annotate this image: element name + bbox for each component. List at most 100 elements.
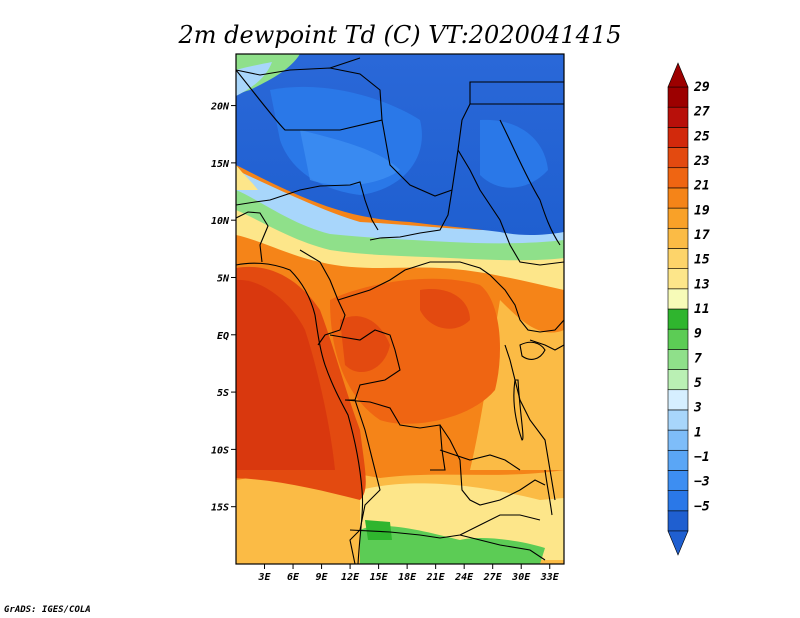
field-central-dark-2 [420, 289, 470, 329]
colorbar-segment [667, 288, 689, 310]
lon-tick-label: 33E [540, 572, 560, 583]
lat-tick-label: 10N [211, 216, 230, 227]
lon-tick-label: 6E [287, 572, 300, 583]
colorbar-label: 3 [693, 401, 702, 416]
colorbar-label: 27 [693, 105, 710, 120]
lat-tick-label: EQ [217, 331, 229, 342]
lat-tick-label: 5N [217, 273, 230, 284]
colorbar-segment [667, 349, 689, 370]
boundary-sahel-2 [369, 189, 453, 241]
field-central-dark [340, 316, 390, 373]
colorbar-label: 13 [694, 277, 710, 292]
colorbar-segment [667, 429, 689, 451]
field-nw-coast-yellow [236, 165, 258, 190]
colorbar-segment [667, 369, 689, 391]
lat-tick-label: 5S [217, 388, 229, 399]
colorbar-label: 15 [694, 253, 710, 268]
colorbar-segment [667, 389, 689, 411]
lake-malawi [544, 469, 553, 516]
colorbar-label: 19 [694, 203, 710, 218]
lon-tick-label: 30E [511, 572, 531, 583]
colorbar-label: −5 [694, 499, 710, 514]
colorbar-label: −1 [694, 450, 710, 465]
boundary-algeria-libya [236, 67, 564, 197]
colorbar-label: 23 [693, 154, 710, 169]
colorbar-segment [667, 510, 689, 532]
red-sea-coast [499, 119, 561, 246]
map-frame [235, 53, 565, 565]
boundary-angola [349, 399, 381, 564]
boundary-niger-chad [329, 57, 564, 105]
boundary-east-4 [439, 449, 521, 471]
colorbar-label: 9 [694, 327, 702, 342]
colorbar-segment [667, 328, 689, 350]
colorbar-label: 25 [693, 129, 710, 144]
colorbar-label: 7 [694, 351, 702, 366]
colorbar-segment [667, 470, 689, 491]
colorbar-segment [667, 167, 689, 189]
colorbar: 29 27 25 23 21 19 17 15 13 11 9 7 5 3 1 −1 −3 −5 [667, 62, 710, 556]
colorbar-label: −3 [694, 475, 710, 490]
lat-tick-label: 15N [211, 159, 230, 170]
field-south-green [360, 525, 545, 564]
lon-tick-label: 27E [483, 572, 503, 583]
colorbar-segment [667, 490, 689, 512]
colorbar-label: 29 [693, 80, 710, 95]
colorbar-label: 11 [694, 302, 710, 317]
lon-tick-label: 15E [370, 572, 389, 583]
lon-tick-label: 21E [426, 572, 446, 583]
field-mediterranean-lightblue [236, 62, 272, 96]
colorbar-segment [667, 86, 689, 108]
colorbar-label: 17 [694, 228, 710, 243]
latitude-axis: 20N 15N 10N 5N EQ 5S 10S 15S [210, 102, 236, 514]
boundary-nigeria-cameroon [236, 211, 346, 346]
lat-tick-label: 10S [211, 445, 229, 456]
colorbar-label: 21 [693, 179, 710, 194]
boundary-car [337, 261, 491, 301]
field-sahara-midblue-3 [480, 119, 548, 188]
colorbar-segment [667, 449, 689, 471]
lake-victoria [519, 341, 546, 360]
colorbar-segment [667, 127, 689, 148]
lon-tick-label: 24E [454, 572, 474, 583]
boundary-east-2 [504, 344, 556, 501]
colorbar-label: 1 [694, 425, 702, 440]
field-south-green-2 [365, 520, 392, 540]
boundary-congo-1 [329, 329, 401, 401]
boundary-east-1 [489, 274, 564, 333]
field-ocean-redder [236, 279, 335, 470]
colorbar-segment [667, 409, 689, 431]
political-boundaries [236, 57, 564, 564]
field-sahara-midblue-2 [300, 130, 400, 186]
field-sahel-lightblue [236, 170, 564, 244]
map-title: 2m dewpoint Td (C) VT:2020041415 [178, 21, 622, 49]
boundary-sudan [457, 149, 564, 266]
colorbar-segment [667, 227, 689, 249]
colorbar-min-arrow [667, 530, 689, 556]
longitude-axis: 3E 6E 9E 12E 15E 18E 21E 24E 27E 30E 33E [257, 564, 560, 583]
boundary-zambia [439, 424, 546, 506]
boundary-sahel-1 [236, 181, 379, 231]
boundary-north-2 [236, 69, 383, 131]
colorbar-max-arrow [667, 62, 689, 88]
boundary-congo-2 [344, 399, 446, 471]
lon-tick-label: 12E [341, 572, 360, 583]
lat-tick-label: 15S [211, 503, 229, 514]
colorbar-label: 5 [694, 376, 702, 391]
boundary-south-1 [459, 534, 546, 561]
lon-tick-label: 18E [398, 572, 417, 583]
colorbar-segment [667, 207, 689, 229]
lon-tick-label: 3E [257, 572, 271, 583]
colorbar-segment [667, 268, 689, 290]
boundary-west-coast [236, 262, 364, 564]
grads-credit: GrADS: IGES/COLA [4, 605, 91, 615]
lat-tick-label: 20N [210, 102, 230, 113]
colorbar-segment [667, 106, 689, 128]
colorbar-segment [667, 248, 689, 269]
colorbar-segment [667, 308, 689, 330]
boundary-east-3 [529, 339, 564, 351]
colorbar-segment [667, 147, 689, 169]
lon-tick-label: 9E [316, 572, 329, 583]
lake-tanganyika [513, 379, 524, 441]
